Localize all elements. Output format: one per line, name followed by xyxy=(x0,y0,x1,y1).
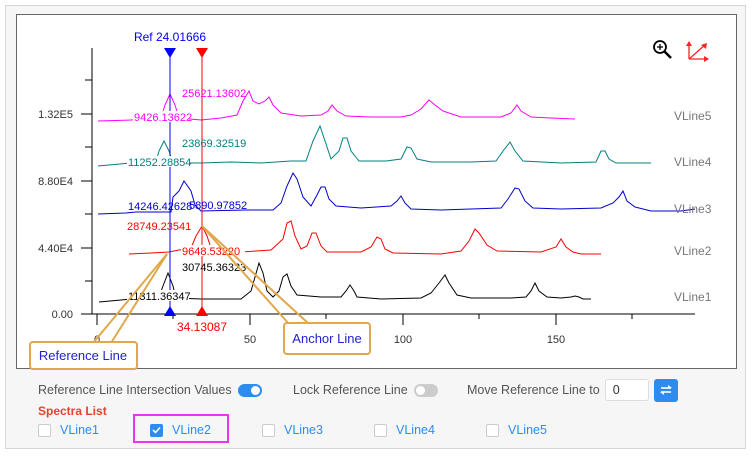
ref-value-vline4: 11252.28854 xyxy=(128,157,191,169)
series-vline3[interactable] xyxy=(97,171,696,215)
series-label-vline3: VLine3 xyxy=(674,202,712,216)
ref-value-vline1: 11311.36347 xyxy=(128,291,191,303)
intersection-values-toggle[interactable] xyxy=(237,383,262,397)
series-label-vline2: VLine2 xyxy=(674,244,712,258)
anchor-line-top-handle[interactable] xyxy=(196,48,208,58)
move-reference-label: Move Reference Line to xyxy=(467,383,600,397)
spectra-item-vline4[interactable]: VLine4 xyxy=(374,420,435,440)
swap-icon xyxy=(659,385,672,395)
anchor-value-vline1: 30745.36323 xyxy=(182,262,246,274)
x-tick-label: 50 xyxy=(244,334,256,346)
x-axis-ticks xyxy=(96,314,633,325)
spectra-item-vline5[interactable]: VLine5 xyxy=(486,420,547,440)
y-tick-label: 4.40E4 xyxy=(38,243,73,255)
reference-line-callout-text: Reference Line xyxy=(39,348,127,363)
series-label-vline1: VLine1 xyxy=(674,290,712,304)
vline5-checkbox[interactable] xyxy=(486,423,499,437)
spectra-item-label: VLine3 xyxy=(284,423,323,437)
series-label-vline5: VLine5 xyxy=(674,109,712,123)
vline3-checkbox[interactable] xyxy=(262,423,275,437)
reference-line-callout: Reference Line xyxy=(29,253,168,370)
anchor-line-label: 34.13087 xyxy=(177,320,227,334)
vline2-checkbox[interactable] xyxy=(150,423,163,437)
anchor-line-callout: Anchor Line xyxy=(201,225,371,355)
anchor-value-vline4: 23869.32519 xyxy=(182,138,246,150)
ref-value-vline5: 9426.13622 xyxy=(134,112,192,124)
zoom-in-icon[interactable] xyxy=(653,40,672,59)
spectra-item-vline3[interactable]: VLine3 xyxy=(262,420,323,440)
spectra-item-vline1[interactable]: VLine1 xyxy=(38,420,99,440)
move-reference-control: Move Reference Line to xyxy=(467,378,678,402)
checkmark-icon xyxy=(152,426,161,434)
x-tick-label: 0 xyxy=(94,334,100,346)
spectra-item-vline2[interactable]: VLine2 xyxy=(150,420,211,440)
anchor-value-vline2: 28749.23541 xyxy=(127,221,191,233)
y-axis-ticks xyxy=(81,79,92,315)
intersection-values-label: Reference Line Intersection Values xyxy=(38,383,232,397)
reference-line-top-handle[interactable] xyxy=(164,48,176,58)
series-vline2[interactable] xyxy=(128,220,601,255)
anchor-line-callout-text: Anchor Line xyxy=(292,331,361,346)
anchor-line-bottom-handle[interactable] xyxy=(196,306,208,316)
spectra-item-label: VLine2 xyxy=(172,423,211,437)
ref-value-vline2: 9648.53220 xyxy=(182,246,240,258)
vline1-checkbox[interactable] xyxy=(38,423,51,437)
spectra-item-label: VLine1 xyxy=(60,423,99,437)
lock-reference-toggle[interactable] xyxy=(413,383,438,397)
y-tick-label: 0.00 xyxy=(52,309,73,321)
intersection-values-control: Reference Line Intersection Values xyxy=(38,378,262,402)
move-reference-input[interactable] xyxy=(604,379,649,401)
reference-line-bottom-handle[interactable] xyxy=(164,306,176,316)
spectra-chart[interactable]: 1.32E5 8.80E4 4.40E4 0.00 0 50 100 150 xyxy=(17,15,738,370)
spectra-item-label: VLine4 xyxy=(396,423,435,437)
axes-icon[interactable] xyxy=(686,41,709,62)
vline4-checkbox[interactable] xyxy=(374,423,387,437)
y-tick-label: 1.32E5 xyxy=(38,109,73,121)
spectra-item-label: VLine5 xyxy=(508,423,547,437)
chart-container: 1.32E5 8.80E4 4.40E4 0.00 0 50 100 150 xyxy=(16,14,738,370)
spectra-list-title: Spectra List xyxy=(38,404,107,418)
selected-spectrum-highlight xyxy=(133,414,229,443)
y-tick-label: 8.80E4 xyxy=(38,176,73,188)
x-tick-label: 100 xyxy=(394,334,412,346)
ref-value-vline3: 14246.42628 xyxy=(128,201,192,213)
anchor-value-vline3: 5890.97852 xyxy=(189,200,247,212)
series-label-vline4: VLine4 xyxy=(674,155,712,169)
move-reference-button[interactable] xyxy=(653,378,678,402)
lock-reference-label: Lock Reference Line xyxy=(293,383,408,397)
lock-reference-control: Lock Reference Line xyxy=(293,378,438,402)
x-tick-label: 150 xyxy=(547,334,565,346)
anchor-value-vline5: 25621.13602 xyxy=(182,88,246,100)
reference-line-label: Ref 24.01666 xyxy=(134,30,206,44)
